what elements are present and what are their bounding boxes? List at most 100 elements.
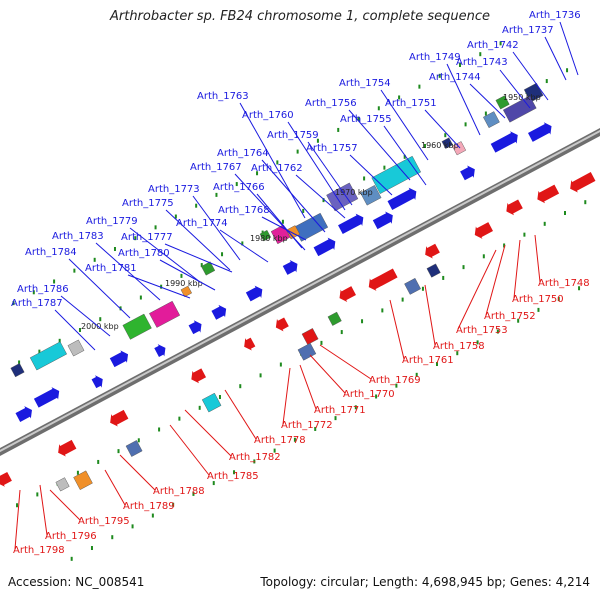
reverse-gene-label[interactable]: Arth_1788 [153,486,205,497]
feature-box [483,111,500,129]
label-leader-line [261,159,326,233]
forward-gene-label[interactable]: Arth_1736 [529,10,581,21]
reverse-gene-label[interactable]: Arth_1769 [369,375,421,386]
track-dot [557,297,560,302]
feature-box [73,470,93,490]
forward-gene-label[interactable]: Arth_1781 [85,263,137,274]
forward-gene-label[interactable]: Arth_1742 [467,40,519,51]
forward-gene-label[interactable]: Arth_1774 [176,218,228,229]
label-leader-line [49,489,81,521]
forward-gene-label[interactable]: Arth_1786 [17,284,69,295]
label-leader-line [307,141,353,206]
forward-gene-label[interactable]: Arth_1759 [267,130,319,141]
track-dot [340,330,343,335]
label-leader-line [165,209,231,271]
track-dot [180,273,183,278]
forward-gene-label[interactable]: Arth_1767 [190,162,242,173]
reverse-gene-label[interactable]: Arth_1748 [538,278,590,289]
track-dot [296,149,299,154]
forward-gene-label[interactable]: Arth_1737 [502,25,554,36]
forward-gene-label[interactable]: Arth_1762 [251,163,303,174]
reverse-gene-label[interactable]: Arth_1758 [433,341,485,352]
reverse-gene-label[interactable]: Arth_1761 [402,355,454,366]
track-dot [458,62,461,67]
reverse-cds-arrow [58,439,77,457]
forward-gene-label[interactable]: Arth_1780 [118,248,170,259]
forward-gene-label[interactable]: Arth_1783 [52,231,104,242]
reverse-gene-label[interactable]: Arth_1789 [123,501,175,512]
forward-gene-label[interactable]: Arth_1766 [213,182,265,193]
forward-gene-label[interactable]: Arth_1779 [86,216,138,227]
reverse-gene-label[interactable]: Arth_1770 [343,389,395,400]
label-leader-line [559,21,579,76]
forward-gene-label[interactable]: Arth_1755 [340,114,392,125]
reverse-gene-label[interactable]: Arth_1796 [45,531,97,542]
label-leader-line [39,484,48,536]
forward-gene-label[interactable]: Arth_1773 [148,184,200,195]
track-dot [375,394,378,399]
track-dot [172,502,175,507]
label-leader-line [14,489,21,550]
forward-gene-label[interactable]: Arth_1744 [429,72,481,83]
track-dot [117,449,120,454]
track-dot [70,556,73,561]
forward-gene-label[interactable]: Arth_1784 [25,247,77,258]
forward-cds-arrow [188,320,202,335]
feature-box [293,212,329,242]
forward-cds-arrow [387,187,417,210]
track-dot [517,318,520,323]
forward-gene-label[interactable]: Arth_1756 [305,98,357,109]
reverse-cds-arrow [474,222,493,239]
reverse-gene-label[interactable]: Arth_1771 [314,405,366,416]
forward-cds-arrow [245,285,263,302]
forward-cds-arrow [313,237,336,257]
feature-box [10,363,25,378]
forward-cds-arrow [527,122,552,142]
feature-box [426,263,441,278]
reverse-gene-label[interactable]: Arth_1772 [281,420,333,431]
reverse-cds-arrow [537,184,560,204]
label-leader-line [164,243,233,273]
reverse-gene-label[interactable]: Arth_1752 [484,311,536,322]
reverse-gene-label[interactable]: Arth_1750 [512,294,564,305]
sequence-summary: Topology: circular; Length: 4,698,945 bp… [260,575,590,589]
forward-cds-arrow [33,387,60,408]
label-leader-line [159,259,216,291]
forward-gene-label[interactable]: Arth_1757 [306,143,358,154]
forward-gene-label[interactable]: Arth_1768 [218,205,270,216]
reverse-cds-arrow [339,286,356,302]
reverse-gene-label[interactable]: Arth_1778 [254,435,306,446]
track-dot [195,203,198,208]
forward-gene-label[interactable]: Arth_1751 [385,98,437,109]
forward-gene-label[interactable]: Arth_1760 [242,110,294,121]
track-dot [361,319,364,324]
label-leader-line [485,244,506,316]
reverse-gene-label[interactable]: Arth_1782 [229,452,281,463]
reverse-cds-arrow [506,199,523,216]
forward-gene-label[interactable]: Arth_1777 [121,232,173,243]
track-dot [131,524,134,529]
track-dot [233,470,236,475]
feature-box [180,285,193,298]
track-dot [456,351,459,356]
reverse-gene-label[interactable]: Arth_1785 [207,471,259,482]
forward-gene-label[interactable]: Arth_1754 [339,78,391,89]
forward-gene-label[interactable]: Arth_1749 [409,52,461,63]
forward-gene-label[interactable]: Arth_1743 [456,57,508,68]
track-dot [499,41,502,46]
forward-cds-arrow [460,165,475,181]
label-leader-line [127,274,191,299]
forward-gene-label[interactable]: Arth_1775 [122,198,174,209]
reverse-gene-label[interactable]: Arth_1798 [13,545,65,556]
track-dot [357,117,360,122]
reverse-gene-label[interactable]: Arth_1795 [78,516,130,527]
forward-gene-label[interactable]: Arth_1763 [197,91,249,102]
forward-cds-arrow [282,260,298,275]
track-dot [276,160,279,165]
reverse-cds-arrow [0,471,12,487]
forward-gene-label[interactable]: Arth_1764 [217,148,269,159]
forward-gene-label[interactable]: Arth_1787 [11,298,63,309]
reverse-gene-label[interactable]: Arth_1753 [456,325,508,336]
